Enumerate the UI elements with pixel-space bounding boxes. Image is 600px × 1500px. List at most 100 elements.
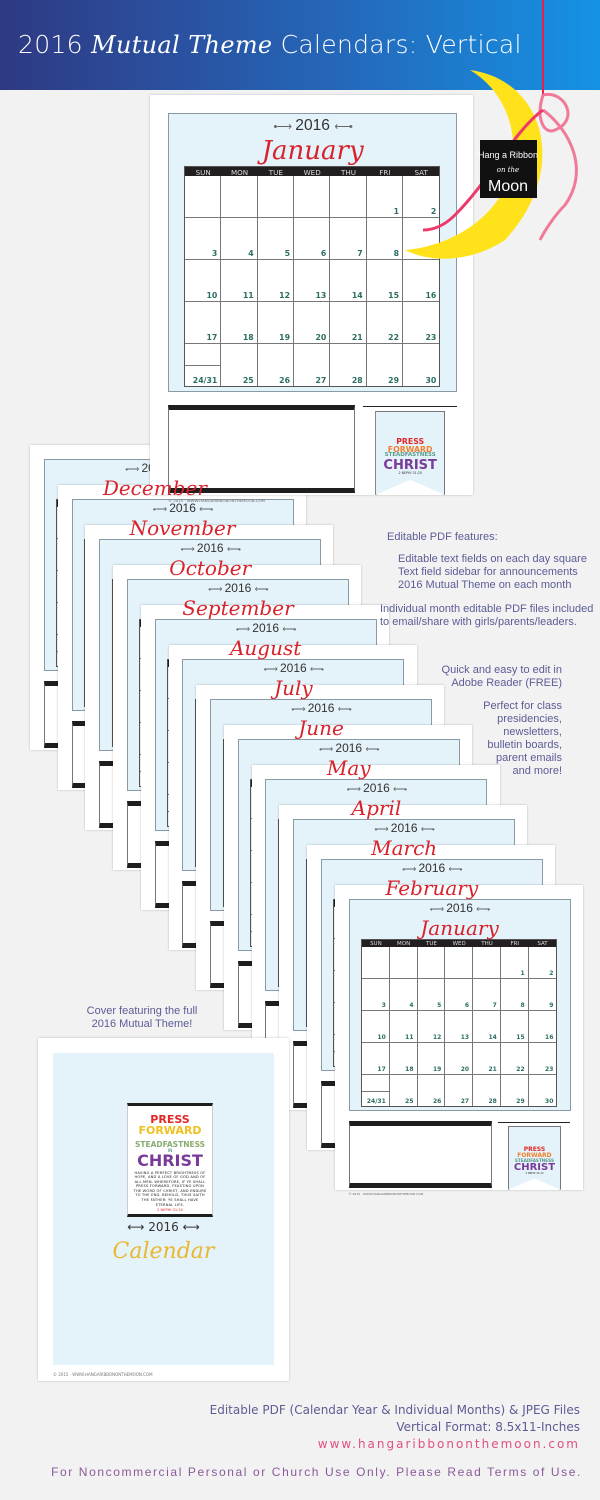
day-cell[interactable]: 6	[294, 218, 331, 261]
announcements-field[interactable]	[348, 1121, 493, 1189]
day-cell[interactable]: 15	[500, 1011, 529, 1043]
day-cell[interactable]: 4	[221, 218, 258, 261]
day-cell[interactable]: 26	[258, 344, 294, 387]
day-cell[interactable]: 9	[528, 979, 557, 1012]
day-cell[interactable]	[445, 947, 474, 980]
poster-forward: FORWARD	[138, 1124, 202, 1137]
calendar-year-text: 2016	[252, 620, 279, 635]
caption-line: Cover featuring the full	[86, 1005, 198, 1017]
day-cell[interactable]: 3	[185, 218, 222, 261]
calendar-year-text: 2016	[280, 660, 307, 675]
day-number: 10	[206, 291, 218, 301]
day-cell[interactable]: 7	[473, 979, 501, 1012]
format-size: Vertical Format: 8.5x11-Inches	[396, 1420, 580, 1434]
day-cell[interactable]	[257, 176, 294, 219]
day-number: 17	[206, 333, 218, 343]
day-cell[interactable]: 14	[473, 1011, 501, 1043]
day-cell[interactable]: 15	[366, 260, 404, 303]
calendar-month-title: July	[183, 678, 403, 698]
day-cell[interactable]: 30	[529, 1075, 557, 1107]
day-cell[interactable]: 21	[330, 302, 367, 345]
announcements-field[interactable]	[168, 405, 356, 493]
day-number: 24/31	[366, 1098, 386, 1106]
day-cell[interactable]: 2	[528, 947, 557, 980]
day-cell[interactable]: 11	[221, 260, 258, 303]
day-cell[interactable]	[185, 176, 222, 219]
day-cell[interactable]: 25	[221, 344, 258, 387]
day-cell[interactable]: 10	[185, 260, 222, 303]
day-cell[interactable]: 23	[403, 302, 440, 345]
day-cell[interactable]: 8	[366, 218, 404, 261]
day-cell[interactable]: 29	[367, 344, 404, 387]
note-line: Adobe Reader (FREE)	[451, 677, 562, 689]
day-cell[interactable]: 1	[500, 947, 529, 980]
day-cell[interactable]: 6	[445, 979, 474, 1012]
day-cell[interactable]: 13	[294, 260, 331, 303]
day-number: 21	[488, 1065, 497, 1073]
day-cell[interactable]: 16	[403, 260, 440, 303]
day-cell[interactable]: 13	[445, 1011, 474, 1043]
day-cell[interactable]	[362, 947, 390, 980]
day-cell[interactable]	[294, 176, 331, 219]
day-cell[interactable]: 7	[330, 218, 367, 261]
day-cell[interactable]: 26	[418, 1074, 446, 1107]
day-cell[interactable]: 22	[500, 1042, 529, 1075]
day-cell[interactable]	[389, 947, 418, 980]
banner-reference: 2 NEPHI 31:20	[525, 1171, 544, 1175]
calendar-month-title: May	[239, 758, 459, 778]
day-cell[interactable]: 29	[501, 1074, 529, 1107]
website-link[interactable]: www.hangaribbononthemoon.com	[317, 1437, 580, 1451]
day-cell[interactable]: 18	[221, 302, 258, 345]
day-cell[interactable]	[417, 947, 446, 980]
day-cell[interactable]: 3	[362, 979, 390, 1012]
day-cell[interactable]: 16	[528, 1011, 557, 1043]
day-number: 30	[425, 376, 437, 386]
weekday-header: SAT	[528, 939, 557, 948]
day-cell[interactable]	[221, 176, 258, 219]
day-cell[interactable]: 14	[330, 260, 367, 303]
day-cell[interactable]: 20	[445, 1042, 474, 1075]
calendar-year: •⟶ 2016 ⟵•	[263, 660, 324, 675]
day-cell[interactable]: 12	[257, 260, 294, 303]
day-cell[interactable]: 5	[257, 218, 294, 261]
day-cell[interactable]: 27	[445, 1074, 474, 1107]
day-cell[interactable]	[473, 947, 501, 980]
day-cell[interactable]: 19	[417, 1042, 446, 1075]
note-line: bulletin boards,	[487, 739, 562, 751]
day-number: 2	[549, 970, 554, 978]
day-cell[interactable]: 22	[366, 302, 404, 345]
day-cell[interactable]: 8	[500, 979, 529, 1012]
day-cell[interactable]: 23	[528, 1043, 557, 1075]
day-cell[interactable]: 2	[403, 176, 440, 219]
day-number: 15	[388, 291, 400, 301]
day-cell[interactable]: 19	[257, 302, 294, 345]
month-page-january[interactable]: •⟶ 2016 ⟵• January SUN MON TUE WED THU FRI SAT 1 2…	[334, 885, 583, 1196]
day-cell[interactable]: 24/31	[362, 1074, 390, 1107]
title-vertical: Vertical	[425, 30, 522, 59]
day-cell[interactable]: 5	[417, 979, 446, 1012]
banner-forward: FORWARD	[517, 1151, 552, 1159]
day-cell[interactable]: 18	[389, 1042, 418, 1075]
day-cell[interactable]: 28	[473, 1074, 501, 1107]
day-cell[interactable]: 10	[362, 1011, 390, 1043]
day-cell[interactable]: 11	[389, 1011, 418, 1043]
banner-rod	[363, 405, 457, 407]
day-cell[interactable]: 25	[390, 1074, 418, 1107]
day-cell[interactable]: 4	[389, 979, 418, 1012]
weekday-header: FRI	[366, 166, 404, 177]
logo-text-line3: Moon	[488, 178, 528, 195]
day-cell[interactable]: 21	[473, 1042, 501, 1075]
day-cell[interactable]: 20	[294, 302, 331, 345]
day-cell[interactable]: 17	[185, 302, 222, 345]
day-cell[interactable]: 24/31	[185, 344, 222, 387]
day-cell[interactable]	[330, 176, 367, 219]
day-cell[interactable]: 30	[403, 344, 439, 386]
day-cell[interactable]: 12	[417, 1011, 446, 1043]
day-cell[interactable]: 1	[366, 176, 404, 219]
calendar-year: •⟶ 2016 ⟵•	[273, 116, 352, 134]
day-number: 13	[460, 1033, 470, 1041]
day-cell[interactable]: 27	[294, 344, 331, 387]
day-cell[interactable]: 28	[330, 344, 367, 387]
theme-banner: PRESS FORWARD STEADFASTNESS CHRIST 2 NEPHI 3…	[507, 1125, 562, 1190]
day-cell[interactable]: 17	[362, 1042, 390, 1075]
